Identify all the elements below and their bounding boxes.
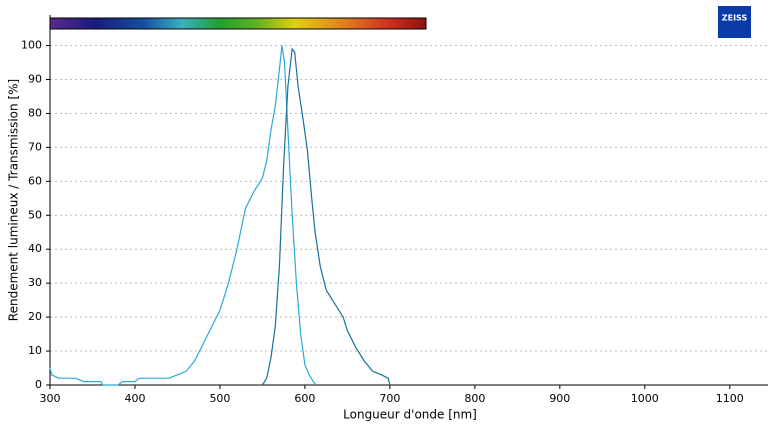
- y-tick-label: 50: [28, 208, 42, 221]
- x-axis-label: Longueur d'onde [nm]: [343, 408, 477, 422]
- y-tick-label: 90: [28, 72, 42, 85]
- logo-text: ZEISS: [722, 14, 748, 23]
- y-tick-label: 30: [28, 276, 42, 289]
- x-tick-label: 1000: [631, 392, 659, 405]
- x-tick-label: 700: [379, 392, 400, 405]
- logo-box: [718, 6, 751, 38]
- y-tick-label: 20: [28, 310, 42, 323]
- series-line: [261, 47, 391, 386]
- y-axis-label: Rendement lumineux / Transmission [%]: [7, 79, 21, 321]
- y-tick-label: 0: [35, 378, 42, 391]
- x-tick-label: 900: [549, 392, 570, 405]
- x-tick-label: 800: [464, 392, 485, 405]
- y-tick-label: 10: [28, 344, 42, 357]
- x-tick-label: 600: [294, 392, 315, 405]
- x-tick-label: 1100: [716, 392, 744, 405]
- logo: ZEISS: [718, 6, 751, 38]
- x-tick-label: 500: [209, 392, 230, 405]
- y-tick-label: 60: [28, 174, 42, 187]
- x-tick-label: 400: [124, 392, 145, 405]
- spectrum-bar: [49, 17, 427, 30]
- y-tick-label: 70: [28, 140, 42, 153]
- y-tick-label: 80: [28, 106, 42, 119]
- series-line: [49, 45, 317, 386]
- y-tick-label: 100: [21, 39, 42, 52]
- x-tick-label: 300: [40, 392, 61, 405]
- y-tick-label: 40: [28, 242, 42, 255]
